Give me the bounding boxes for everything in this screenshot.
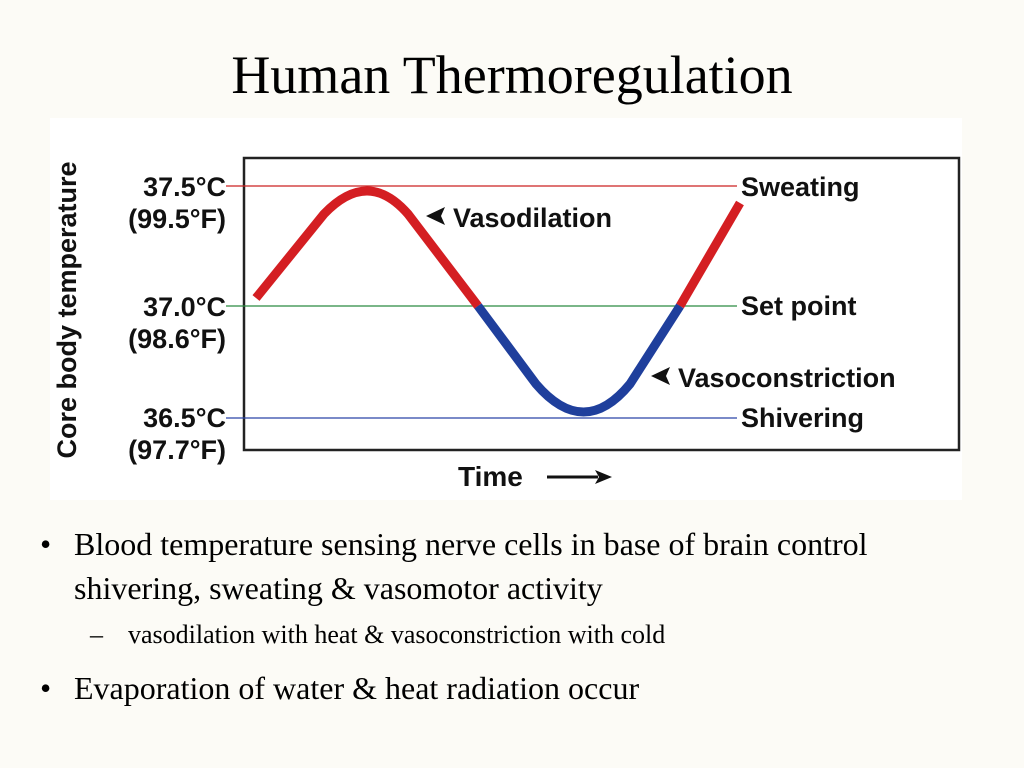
temp-label-fahrenheit: (99.5°F) [128,204,226,234]
bullet-text: Blood temperature sensing nerve cells in… [74,526,868,606]
set-point-label: Set point [741,291,857,321]
arrowhead-icon [651,367,670,385]
thermoregulation-diagram: Core body temperature 37.5°C (99.5°F) 37… [50,118,962,500]
warm-curve-segment [252,186,482,309]
shivering-label: Shivering [741,403,864,433]
warm-curve-segment [676,200,744,309]
cool-curve-segment [474,303,684,417]
bullet-item: • Evaporation of water & heat radiation … [40,666,1000,710]
sub-bullet-text: vasodilation with heat & vasoconstrictio… [128,620,666,649]
temp-label-celsius: 36.5°C [143,403,226,433]
slide-title: Human Thermoregulation [231,45,793,105]
temp-label-celsius: 37.0°C [143,292,226,322]
vasoconstriction-label: Vasoconstriction [678,363,896,393]
time-arrow-icon [595,470,612,484]
bullet-dot: • [40,670,52,706]
temp-label-fahrenheit: (97.7°F) [128,435,226,465]
diagram-svg: Core body temperature 37.5°C (99.5°F) 37… [52,156,961,492]
temp-label-celsius: 37.5°C [143,172,226,202]
plot-frame [242,156,961,452]
sweating-label: Sweating [741,172,860,202]
bullet-dot: • [40,526,52,562]
x-axis-label: Time [458,461,523,492]
arrowhead-icon [426,207,445,225]
temp-label-fahrenheit: (98.6°F) [128,324,226,354]
bullet-item: • Blood temperature sensing nerve cells … [40,522,1000,610]
sub-bullet-dash: – [90,620,103,649]
bullet-list: • Blood temperature sensing nerve cells … [40,522,1000,718]
sub-bullet-item: – vasodilation with heat & vasoconstrict… [40,618,1000,652]
vasodilation-label: Vasodilation [453,203,612,233]
y-axis-label: Core body temperature [52,161,82,458]
bullet-text: Evaporation of water & heat radiation oc… [74,670,640,706]
